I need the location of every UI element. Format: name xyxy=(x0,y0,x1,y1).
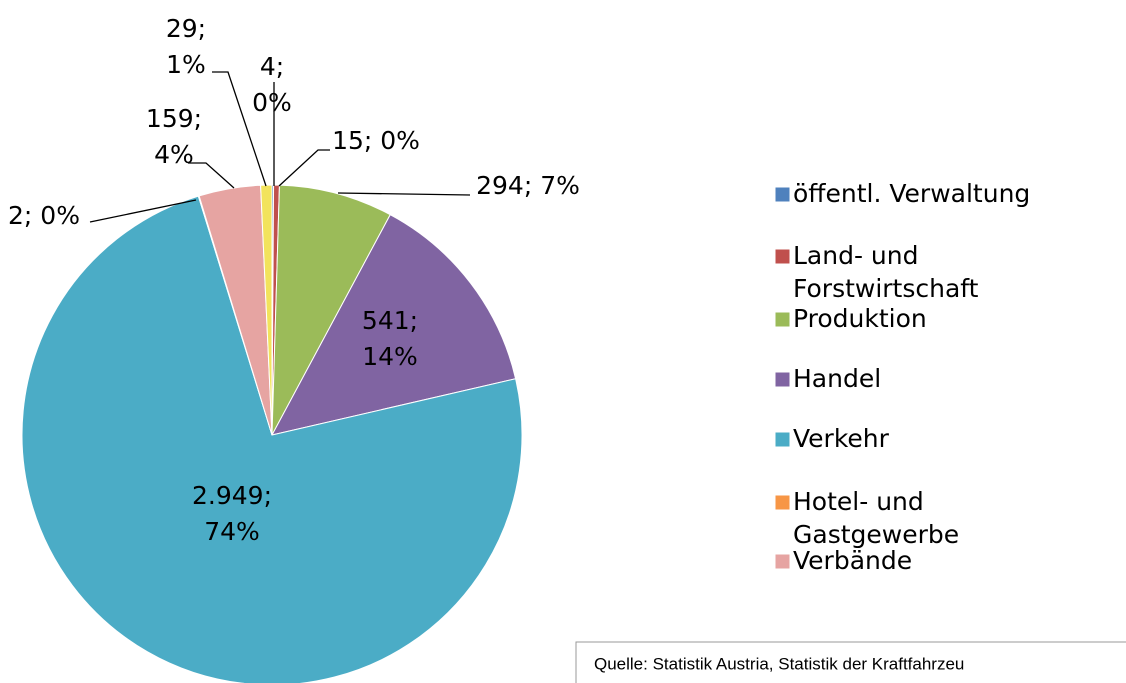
data-label: 4; 0% xyxy=(252,52,292,117)
data-label: 159; 4% xyxy=(146,104,202,169)
leader-line xyxy=(278,149,330,187)
legend-swatch xyxy=(774,311,791,328)
data-label: 2.949; 74% xyxy=(192,481,272,546)
pie xyxy=(21,184,523,683)
legend-swatch xyxy=(774,553,791,570)
leader-line xyxy=(337,192,471,196)
legend-label: Handel xyxy=(793,364,881,393)
legend-label: öffentl. Verwaltung xyxy=(793,179,1030,208)
leader-line xyxy=(89,199,197,223)
legend-swatch xyxy=(774,186,791,203)
pie-slice xyxy=(21,195,523,683)
data-label: 294; 7% xyxy=(476,171,580,200)
source: Quelle: Statistik Austria, Statistik der… xyxy=(594,654,964,673)
legend-swatch xyxy=(774,371,791,388)
legend-label: Verkehr xyxy=(793,424,890,453)
data-label: 2; 0% xyxy=(8,201,80,230)
legend-label: Land- und Forstwirtschaft xyxy=(793,241,979,303)
data-label: 15; 0% xyxy=(332,126,420,155)
legend-swatch xyxy=(774,494,791,511)
pie-slice xyxy=(271,214,517,436)
legend-label: Hotel- und Gastgewerbe xyxy=(793,487,959,549)
legend-label: Verbände xyxy=(793,546,912,575)
source-box xyxy=(575,641,1126,683)
leader-line xyxy=(212,71,267,187)
legend-swatch xyxy=(774,431,791,448)
legend-swatch xyxy=(774,248,791,265)
legend-label: Produktion xyxy=(793,304,927,333)
data-label: 541; 14% xyxy=(362,306,418,371)
data-label: 29; 1% xyxy=(166,14,206,79)
pie-slice xyxy=(271,184,391,436)
leader-line xyxy=(188,162,235,189)
